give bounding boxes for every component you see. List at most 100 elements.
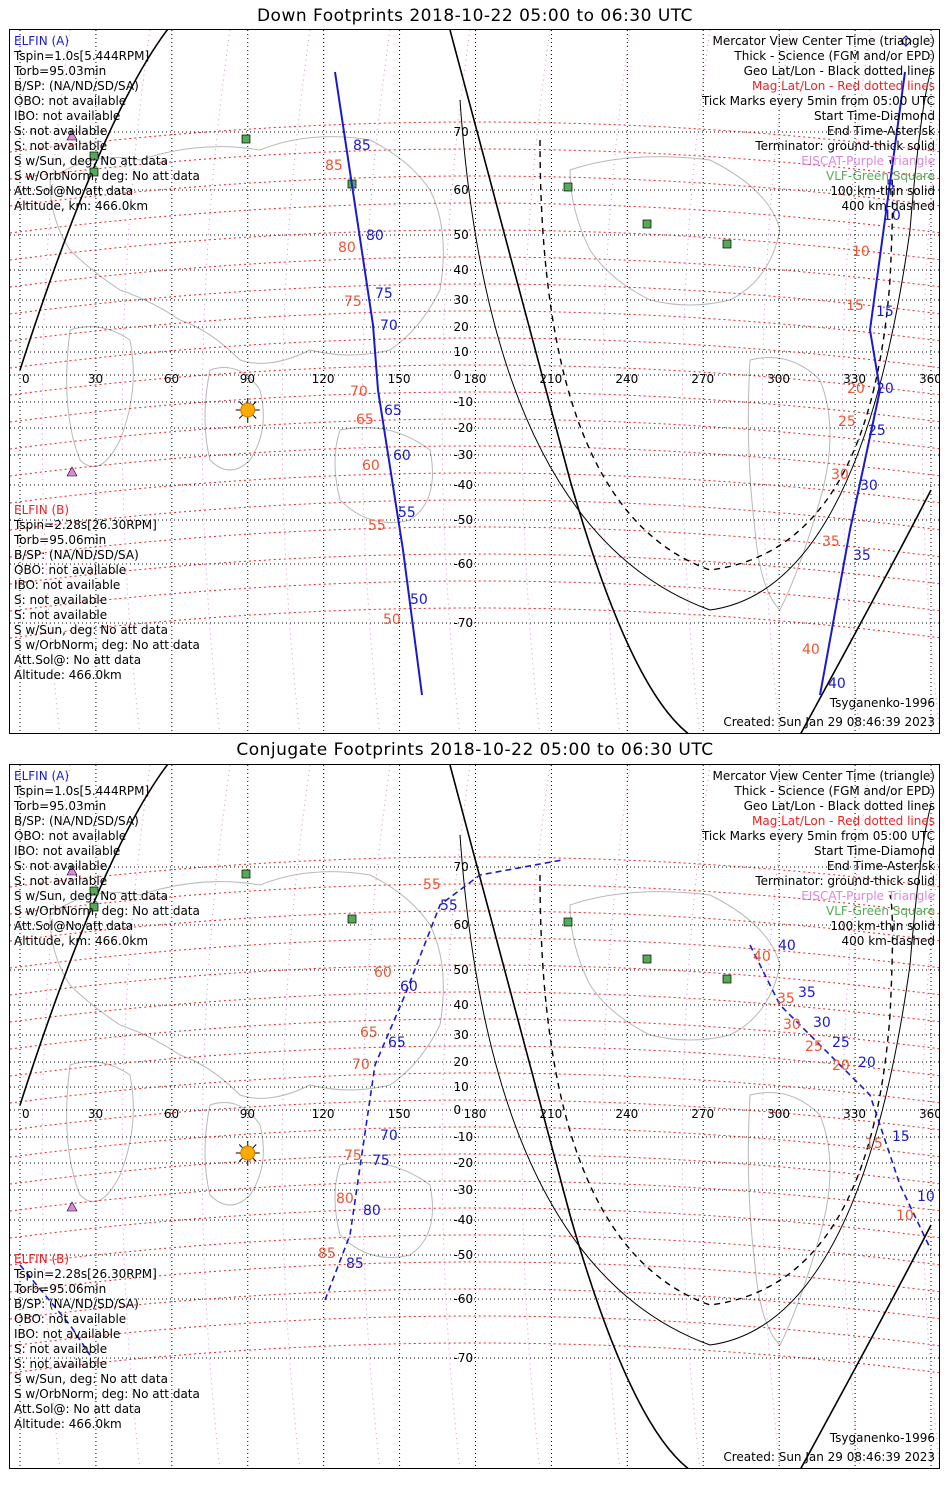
elfin-a-track-conj-east (749, 944, 932, 1251)
lon-tick-label: 360 (919, 372, 940, 386)
mag-meridian (281, 30, 311, 733)
track-label-b: 65 (356, 412, 374, 428)
mag-parallel (10, 391, 939, 423)
mag-parallel (10, 283, 939, 315)
start-diamond-icon (900, 35, 912, 47)
lon-tick-label: 330 (843, 1107, 866, 1121)
lat-tick-label: 20 (454, 1055, 469, 1069)
elfin-a-line: Altitude, km: 466.0km (14, 934, 149, 948)
eiscat-triangle-icon (66, 466, 78, 477)
lat-tick-label: 40 (454, 998, 469, 1012)
mag-parallel (10, 526, 939, 558)
mag-parallel (10, 1234, 939, 1266)
elfin-b-line: B/SP: (NA/ND/SD/SA) (14, 548, 139, 562)
elfin-a-line: S w/OrbNorm, deg: No att data (14, 904, 200, 918)
vlf-square-icon (563, 917, 573, 927)
lat-tick-label: 10 (454, 345, 469, 359)
track-label-b: 35 (777, 991, 795, 1007)
elfin-b-line: Att.Sol@: No att data (14, 653, 142, 667)
elfin-b-info: ELFIN (B) Tspin=2.28s[26.30RPM] Torb=95.… (14, 1252, 200, 1432)
track-label-b: 25 (838, 414, 856, 430)
elfin-b-line: OBO: not available (14, 1312, 127, 1326)
lon-tick-label: 0 (22, 372, 30, 386)
vlf-square-icon (722, 974, 732, 984)
sun-icon (240, 1145, 256, 1161)
track-label-b: 85 (325, 158, 343, 174)
mag-parallel (10, 175, 939, 207)
elfin-a-line: S w/OrbNorm, deg: No att data (14, 169, 200, 183)
elfin-a-line: B/SP: (NA/ND/SD/SA) (14, 79, 139, 93)
vlf-square-icon (722, 239, 732, 249)
track-label-a: 35 (853, 548, 871, 564)
track-label-a: 85 (353, 138, 371, 154)
coastline (204, 1102, 264, 1206)
legend-item: End Time-Asterisk (826, 124, 935, 138)
sun-ray (252, 401, 257, 406)
coastline (49, 871, 444, 1099)
mag-meridian (761, 765, 791, 1468)
vlf-square-icon (563, 182, 573, 192)
elfin-a-line: Altitude, km: 466.0km (14, 199, 149, 213)
track-label-b: 40 (802, 642, 820, 658)
lat-tick-label: 0 (454, 1103, 462, 1117)
mag-parallel (10, 580, 939, 612)
track-label-a: 30 (813, 1015, 831, 1031)
track-label-b: 75 (344, 294, 362, 310)
legend-item: Thick - Science (FGM and/or EPD) (734, 784, 935, 798)
eiscat-triangle-icon (66, 130, 78, 141)
lon-tick-label: 90 (240, 1107, 255, 1121)
vlf-square-icon (89, 886, 99, 896)
sun-ray (238, 1157, 244, 1162)
eiscat-triangle-icon (66, 1201, 78, 1212)
legend-item: Start Time-Diamond (813, 109, 935, 123)
vlf-square-icon (89, 167, 99, 177)
elfin-a-line: Torb=95.03min (14, 64, 107, 78)
elfin-b-line: S w/Sun, deg: No att data (14, 1372, 168, 1386)
mag-parallel (10, 883, 939, 915)
mag-meridian (681, 765, 711, 1468)
lat-tick-label: -30 (454, 448, 474, 462)
track-label-b: 20 (832, 1058, 850, 1074)
mag-meridian (601, 30, 631, 733)
elfin-b-info: ELFIN (B) Tspin=2.28s[26.30RPM] Torb=95.… (14, 503, 200, 683)
elfin-b-line: S w/OrbNorm, deg: No att data (14, 638, 200, 652)
mag-parallel (10, 910, 939, 942)
mag-parallel (10, 1099, 939, 1131)
track-label-b: 40 (753, 949, 771, 965)
elfin-a-info: ELFIN (A) Tspin=1.0s[5.444RPM] Torb=95.0… (14, 34, 200, 214)
track-label-a: 60 (400, 979, 418, 995)
map-down-footprints: 0 30 60 90 120 150 180 210 240 270 300 330 360 70 60 50… (9, 29, 940, 734)
vlf-square-icon (642, 219, 652, 229)
track-label-b: 30 (783, 1017, 801, 1033)
elfin-a-line: S: not available (14, 874, 108, 888)
coastline (66, 326, 134, 468)
track-label-a: 60 (393, 448, 411, 464)
track-label-a: 15 (876, 304, 894, 320)
sun-ray (238, 414, 244, 419)
coastline (747, 357, 831, 611)
mag-parallel (10, 1315, 939, 1347)
vlf-square-icon (89, 151, 99, 161)
track-label-b: 60 (362, 458, 380, 474)
mag-parallel (10, 418, 939, 450)
elfin-a-track-east (819, 71, 906, 696)
track-label-b: 55 (368, 518, 386, 534)
mag-meridian (761, 30, 791, 733)
map-canvas-down: 0 30 60 90 120 150 180 210 240 270 300 330 360706050… (10, 30, 940, 733)
elfin-b-line: Altitude: 466.0km (14, 668, 122, 682)
track-label-b: 85 (318, 1246, 336, 1262)
elfin-a-line: IBO: not available (14, 844, 121, 858)
track-label-a: 70 (380, 318, 398, 334)
legend-item: Tick Marks every 5min from 05:00 UTC (701, 829, 935, 843)
coastline (204, 367, 264, 471)
legend-item: 400 km-dashed (841, 934, 935, 948)
mag-parallel (10, 202, 939, 234)
legend-item: 100 km-thin solid (830, 184, 935, 198)
track-label-a: 80 (363, 1203, 381, 1219)
vlf-square-icon (89, 902, 99, 912)
track-label-a: 10 (883, 208, 901, 224)
coastline (49, 136, 444, 364)
legend-item: Geo Lat/Lon - Black dotted lines (743, 799, 935, 813)
mag-parallel (10, 364, 939, 396)
legend-item: End Time-Asterisk (826, 859, 935, 873)
